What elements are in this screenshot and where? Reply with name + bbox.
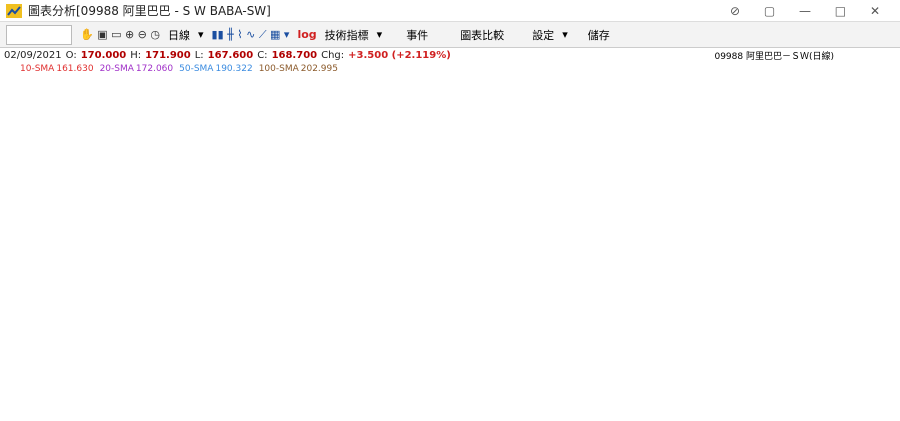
quote-label: O: bbox=[65, 49, 77, 61]
quote-date: 02/09/2021 bbox=[4, 49, 62, 61]
tool-icons[interactable]: ✋ ▣ ▭ ⊕ ⊖ ◷ bbox=[80, 28, 160, 41]
drawing-icons[interactable]: ▮▮ ╫ ⌇ ∿ ⟋ ▦ ▾ bbox=[211, 27, 290, 41]
title-bar: 經濟通 etnet150.00170.00190.00210.00230.002… bbox=[0, 0, 900, 22]
legend-name: 100-SMA bbox=[258, 64, 299, 74]
window-title: 圖表分析[09988 阿里巴巴 - S W BABA-SW] bbox=[28, 4, 271, 18]
legend-name: 20-SMA bbox=[99, 64, 134, 74]
symbol-input[interactable] bbox=[6, 24, 72, 45]
legend-value: 172.060 bbox=[135, 64, 174, 74]
quote-value: 170.000 bbox=[80, 49, 127, 61]
quote-row: 02/09/2021 O: 170.000 H: 171.900 L: 167.600 C:… bbox=[0, 48, 900, 62]
legend-name: 10-SMA bbox=[20, 64, 55, 74]
log-button[interactable]: log bbox=[297, 28, 317, 41]
legend-value: 190.322 bbox=[215, 64, 253, 74]
quote-label: C: bbox=[257, 49, 268, 61]
app-icon: 經濟通 etnet150.00170.00190.00210.00230.002… bbox=[6, 3, 22, 18]
toolbar: ✋ ▣ ▭ ⊕ ⊖ ◷ 日線 ▾ ▮▮ ╫ ⌇ ∿ ⟋ ▦ ▾ log 技術指標 ▾… bbox=[0, 22, 900, 48]
legend-value: 202.995 bbox=[300, 64, 338, 74]
quote-label: H: bbox=[130, 49, 142, 61]
window-controls[interactable]: ⊘ ▢ — □ ✕ bbox=[729, 3, 890, 18]
quote-value: 167.600 bbox=[207, 49, 254, 61]
settings-button[interactable]: 設定 bbox=[532, 28, 555, 42]
quote-symbol: 09988 阿里巴巴－ＳＷ(日線) bbox=[714, 51, 834, 62]
quote-value: 171.900 bbox=[145, 49, 191, 61]
legend-name: 50-SMA bbox=[179, 64, 214, 74]
quote-value: +3.500 (+2.119%) bbox=[348, 49, 451, 61]
indicator-button[interactable]: 技術指標 bbox=[324, 28, 369, 42]
chart bbox=[0, 76, 900, 421]
quote-value: 168.700 bbox=[271, 49, 318, 61]
compare-button[interactable]: 圖表比較 bbox=[460, 28, 505, 42]
save-button[interactable]: 儲存 bbox=[587, 28, 610, 42]
quote-label: L: bbox=[194, 49, 204, 61]
quote-items: O: 170.000 H: 171.900 L: 167.600 C: 168.700 Chg:… bbox=[66, 50, 451, 61]
events-button[interactable]: 事件 bbox=[406, 28, 429, 42]
legend-value: 161.630 bbox=[56, 64, 94, 74]
period-button[interactable]: 日線 bbox=[168, 28, 190, 42]
sma-legend: 10-SMA 161.630 20-SMA 172.060 50-SMA 190.322 1… bbox=[0, 62, 900, 76]
quote-label: Chg: bbox=[321, 49, 345, 61]
